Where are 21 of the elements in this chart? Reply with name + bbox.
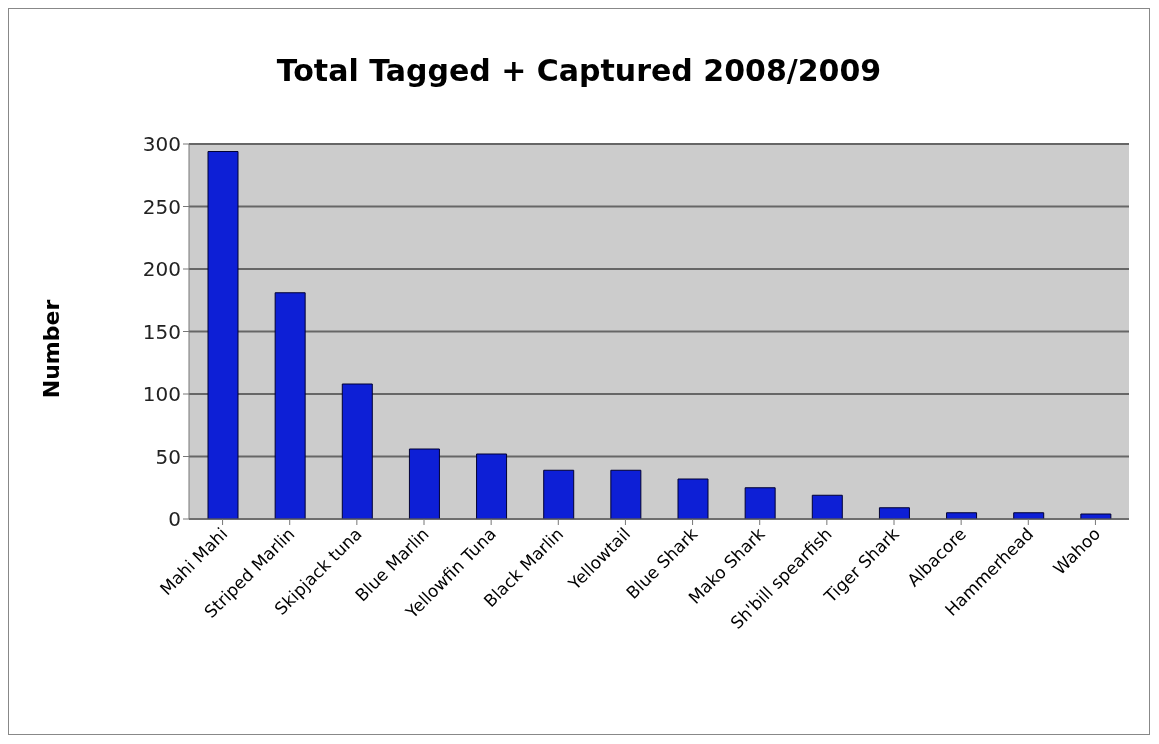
y-axis-title: Number	[38, 299, 64, 399]
y-tick-label: 200	[142, 257, 181, 282]
chart-title: Total Tagged + Captured 2008/2009	[275, 53, 883, 88]
y-tick-label: 100	[142, 382, 181, 407]
bar	[610, 469, 642, 519]
bar	[543, 469, 575, 519]
y-tick-label: 300	[142, 132, 181, 157]
bar	[207, 151, 239, 519]
y-tick-label: 250	[142, 194, 181, 219]
bar	[1080, 513, 1112, 519]
y-tick-label: 150	[142, 319, 181, 344]
bar	[811, 494, 843, 519]
y-tick-label: 50	[155, 444, 181, 469]
bar	[476, 453, 508, 519]
bar	[341, 383, 373, 519]
bar	[878, 507, 910, 519]
bar	[408, 448, 440, 519]
y-tick-label: 0	[168, 507, 181, 532]
bar	[677, 478, 709, 519]
bar	[274, 292, 306, 519]
bar	[744, 487, 776, 519]
